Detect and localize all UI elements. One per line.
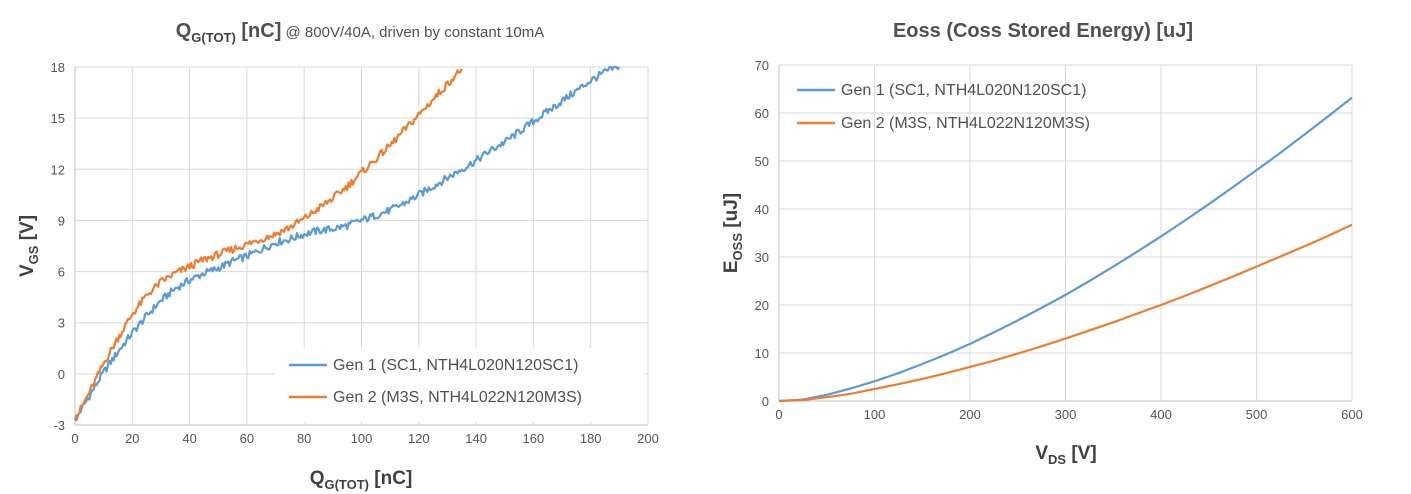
eoss-title: Eoss (Coss Stored Energy) [uJ]: [893, 20, 1193, 42]
x-tick-label: 0: [775, 407, 782, 422]
y-tick-label: 9: [58, 213, 65, 228]
gate-charge-title: QG(TOT) [nC] @ 800V/40A, driven by const…: [176, 20, 545, 45]
y-tick-label: 60: [755, 106, 769, 121]
y-tick-label: 0: [58, 367, 65, 382]
x-tick-label: 160: [523, 431, 545, 446]
gate-charge-lines: [73, 65, 621, 422]
x-tick-label: 0: [71, 431, 78, 446]
series-line-2: [778, 223, 1353, 403]
legend-label: Gen 2 (M3S, NTH4L022N120M3S): [333, 389, 582, 406]
x-tick-label: 80: [297, 431, 311, 446]
x-tick-label: 100: [351, 431, 373, 446]
y-tick-label: 6: [58, 265, 65, 280]
y-tick-label: 12: [51, 162, 65, 177]
y-tick-label: -3: [53, 418, 65, 433]
legend-label: Gen 2 (M3S, NTH4L022N120M3S): [841, 115, 1090, 132]
y-tick-label: 40: [755, 202, 769, 217]
legend-background: [275, 348, 645, 422]
y-tick-label: 0: [762, 394, 769, 409]
gate-charge-x-label: QG(TOT) [nC]: [310, 468, 413, 492]
x-tick-label: 500: [1246, 407, 1268, 422]
x-tick-label: 120: [408, 431, 430, 446]
gate-charge-ticks: 0 20 40 60 80 100 120 140 160 180 200 -3 0 3 6 9 12 15 18: [51, 60, 659, 446]
eoss-ticks: 0 100 200 300 400 500 600 0 10 20 30 40 50 60 70: [755, 58, 1363, 422]
series-line-1: [73, 65, 621, 421]
y-tick-label: 50: [755, 154, 769, 169]
x-tick-label: 300: [1055, 407, 1077, 422]
eoss-y-label: EOSS [uJ]: [721, 193, 745, 273]
eoss-chart: 0 100 200 300 400 500 600 0 10 20 30 40 50 60 70 Gen 1…: [721, 20, 1363, 467]
eoss-grid: [778, 64, 1353, 402]
gate-charge-y-label: VGS [V]: [17, 215, 41, 277]
x-tick-label: 100: [864, 407, 886, 422]
eoss-x-label: VDS [V]: [1035, 443, 1096, 467]
x-tick-label: 20: [125, 431, 139, 446]
y-tick-label: 3: [58, 316, 65, 331]
y-tick-label: 18: [51, 60, 65, 75]
legend-label: Gen 1 (SC1, NTH4L020N120SC1): [333, 357, 578, 374]
y-tick-label: 15: [51, 111, 65, 126]
series-line-1: [778, 96, 1353, 403]
x-tick-label: 400: [1150, 407, 1172, 422]
y-tick-label: 20: [755, 298, 769, 313]
gate-charge-chart: 0 20 40 60 80 100 120 140 160 180 200-30369121518 …: [17, 20, 659, 492]
legend-label: Gen 1 (SC1, NTH4L020N120SC1): [841, 82, 1086, 99]
y-tick-label: 10: [755, 346, 769, 361]
y-tick-label: 30: [755, 250, 769, 265]
x-tick-label: 40: [182, 431, 196, 446]
x-tick-label: 180: [580, 431, 602, 446]
x-tick-label: 200: [637, 431, 659, 446]
y-tick-label: 70: [755, 58, 769, 73]
eoss-legend: Gen 1 (SC1, NTH4L020N120SC1) Gen 2 (M3S, …: [797, 82, 1090, 132]
x-tick-label: 60: [240, 431, 254, 446]
x-tick-label: 200: [959, 407, 981, 422]
gate-charge-legend: Gen 1 (SC1, NTH4L020N120SC1) Gen 2 (M3S, …: [275, 348, 645, 422]
series-line-2: [74, 68, 463, 422]
eoss-lines: [778, 96, 1353, 403]
x-tick-label: 140: [465, 431, 487, 446]
x-tick-label: 600: [1341, 407, 1363, 422]
